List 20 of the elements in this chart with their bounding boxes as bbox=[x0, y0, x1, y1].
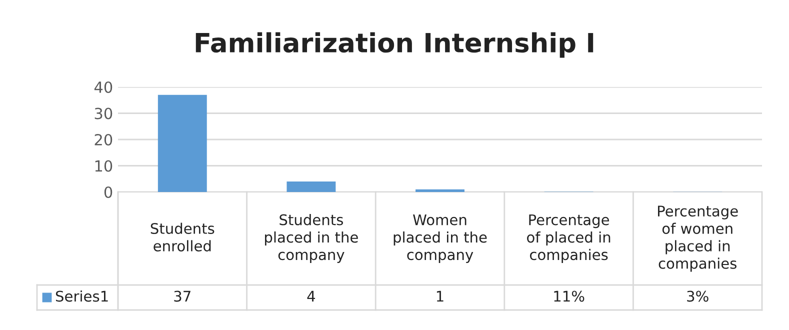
y-tick-label: 0 bbox=[104, 186, 112, 198]
y-tick-label: 20 bbox=[94, 134, 112, 146]
x-tick-label: Students enrolled bbox=[150, 222, 214, 252]
data-label: 1 bbox=[436, 290, 444, 302]
legend-label: Series1 bbox=[56, 290, 108, 302]
chart-title: Familiarization Internship I bbox=[196, 32, 594, 58]
data-label: 3% bbox=[687, 290, 708, 302]
bar bbox=[416, 189, 464, 192]
bar bbox=[286, 182, 336, 192]
y-tick-label: 30 bbox=[94, 108, 112, 120]
x-tick-label: Percentage of women placed in companies bbox=[658, 206, 738, 272]
y-tick-label: 10 bbox=[95, 160, 112, 172]
data-label: 37 bbox=[174, 290, 190, 302]
data-label: 11% bbox=[554, 290, 584, 302]
x-tick-label: Students placed in the company bbox=[265, 214, 358, 263]
x-tick-label: Percentage of placed in companies bbox=[527, 214, 610, 263]
y-tick-label: 40 bbox=[94, 81, 112, 94]
bar bbox=[158, 94, 207, 192]
data-label: 4 bbox=[307, 290, 316, 302]
x-tick-label: Women placed in the company bbox=[394, 214, 487, 263]
